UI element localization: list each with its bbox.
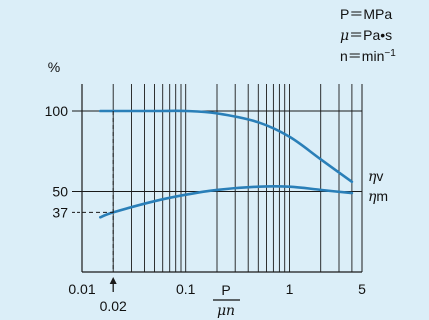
series-layer: [99, 109, 354, 219]
speed-equals: ＝: [348, 48, 362, 64]
marker-label: 0.02: [100, 298, 127, 314]
y-tick-labels: 100 50 37: [45, 103, 82, 220]
x-tick-label-5: 5: [358, 281, 366, 297]
speed-unit-line: n＝min−1: [340, 48, 396, 64]
y-tick-label-50: 50: [52, 184, 68, 200]
x-marker: 0.02: [82, 111, 127, 314]
viscosity-unit-line: μ＝Pa•s: [340, 27, 392, 44]
speed-unit-superscript: −1: [384, 48, 396, 59]
y-tick-label-37: 37: [52, 204, 68, 220]
x-axis-label-numerator: P: [221, 282, 230, 298]
viscosity-unit: Pa•s: [363, 27, 392, 43]
pressure-symbol: P: [340, 6, 349, 22]
speed-unit: min: [362, 48, 385, 64]
x-tick-labels: 0.01 0.1 1 5: [68, 281, 366, 297]
pressure-unit-line: P＝MPa: [340, 6, 392, 22]
marker-arrow-head: [109, 277, 117, 284]
series-labels: ηv ηm: [368, 168, 388, 205]
units-legend: P＝MPa μ＝Pa•s n＝min−1: [340, 6, 396, 64]
pressure-unit: MPa: [363, 6, 392, 22]
speed-symbol: n: [340, 48, 348, 64]
viscosity-equals: ＝: [349, 27, 363, 43]
x-axis-label: P μn: [213, 282, 240, 319]
pressure-equals: ＝: [349, 6, 363, 22]
x-tick-label-0-1: 0.1: [176, 281, 196, 297]
x-tick-label-1: 1: [286, 281, 294, 297]
series-label-eta-m: ηm: [368, 188, 388, 205]
y-tick-label-100: 100: [45, 103, 69, 119]
series-label-eta-v: ηv: [368, 168, 383, 185]
viscosity-symbol: μ: [340, 28, 349, 44]
eta-m-curve: [99, 184, 354, 219]
x-tick-label-0-01: 0.01: [68, 281, 95, 297]
y-axis-label: %: [48, 59, 60, 75]
eta-v-curve: [99, 109, 354, 184]
x-axis-label-denominator: μn: [217, 303, 235, 319]
